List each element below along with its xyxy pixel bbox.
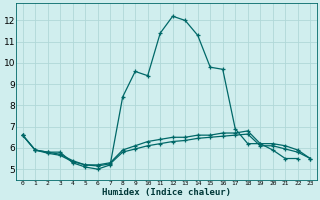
X-axis label: Humidex (Indice chaleur): Humidex (Indice chaleur): [102, 188, 231, 197]
